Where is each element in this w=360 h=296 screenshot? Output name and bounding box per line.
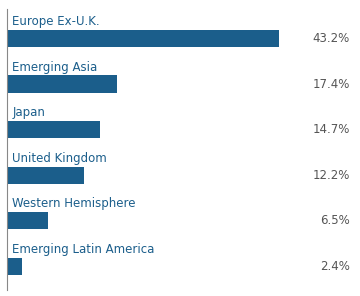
Text: 12.2%: 12.2% — [312, 169, 350, 182]
Text: Japan: Japan — [12, 106, 45, 119]
Text: Emerging Latin America: Emerging Latin America — [12, 243, 154, 256]
Bar — [7, 212, 48, 229]
Text: Emerging Asia: Emerging Asia — [12, 61, 98, 74]
Text: 2.4%: 2.4% — [320, 260, 350, 273]
Text: Western Hemisphere: Western Hemisphere — [12, 197, 136, 210]
Bar — [7, 30, 279, 47]
Bar — [7, 167, 84, 184]
Text: 17.4%: 17.4% — [312, 78, 350, 91]
Text: 14.7%: 14.7% — [312, 123, 350, 136]
Text: 43.2%: 43.2% — [312, 32, 350, 45]
Text: 6.5%: 6.5% — [320, 214, 350, 227]
Bar — [7, 75, 117, 93]
Text: United Kingdom: United Kingdom — [12, 152, 107, 165]
Bar — [7, 121, 100, 138]
Text: Europe Ex-U.K.: Europe Ex-U.K. — [12, 15, 100, 28]
Bar — [7, 258, 22, 275]
